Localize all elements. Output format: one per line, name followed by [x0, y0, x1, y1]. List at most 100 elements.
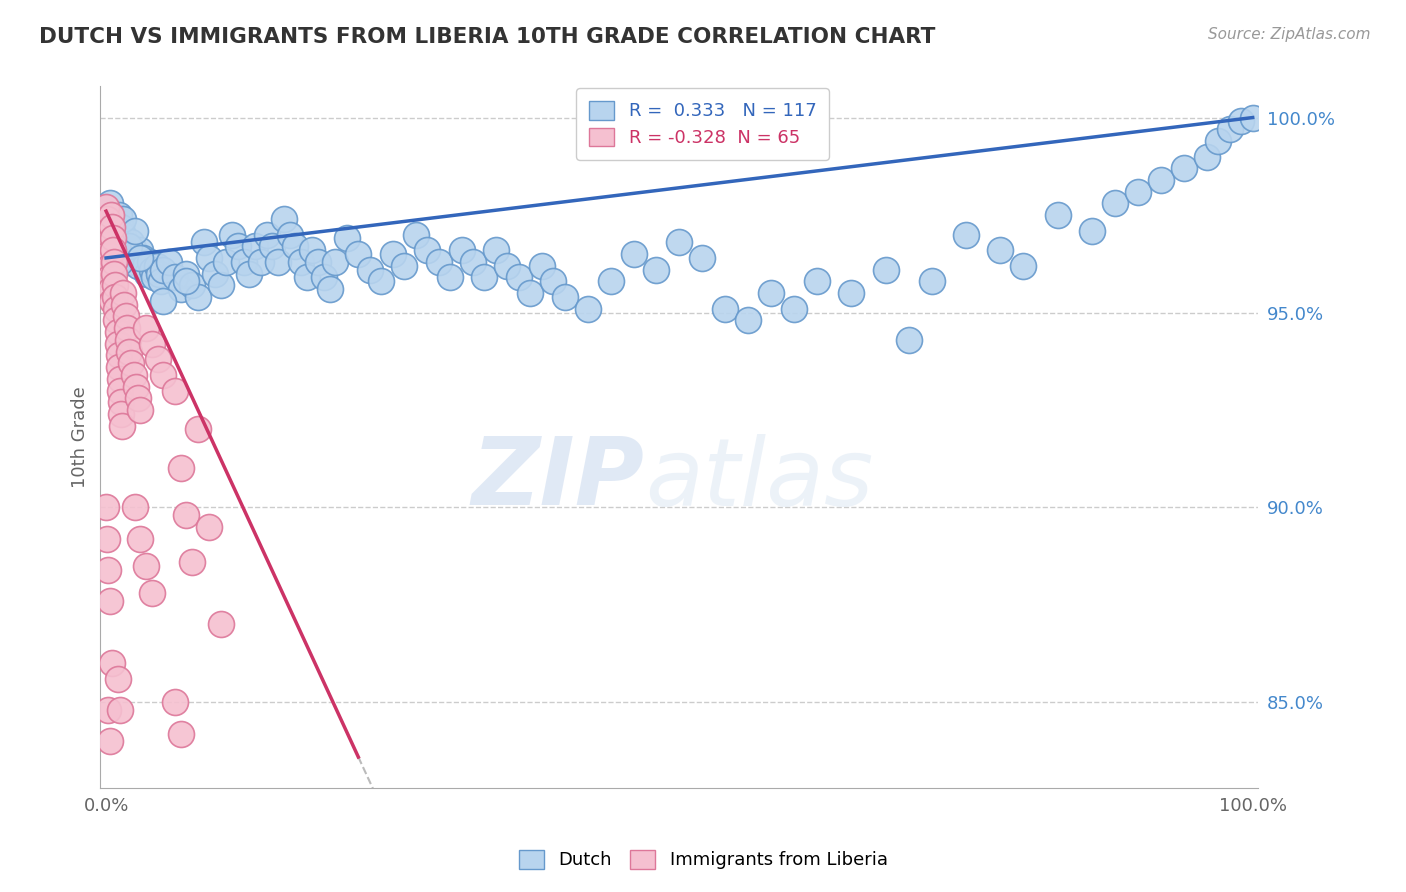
- Point: [112, 227, 135, 242]
- Point: [129, 532, 152, 546]
- Point: [232, 255, 254, 269]
- Point: [176, 274, 198, 288]
- Point: [714, 301, 737, 316]
- Point: [100, 208, 122, 222]
- Point: [101, 208, 124, 222]
- Point: [381, 247, 404, 261]
- Point: [262, 239, 284, 253]
- Point: [101, 243, 124, 257]
- Point: [359, 262, 381, 277]
- Point: [530, 259, 553, 273]
- Point: [152, 293, 174, 308]
- Point: [111, 418, 134, 433]
- Point: [111, 243, 134, 257]
- Point: [181, 278, 204, 293]
- Point: [284, 239, 307, 253]
- Point: [97, 235, 120, 250]
- Text: atlas: atlas: [644, 434, 873, 524]
- Point: [439, 270, 461, 285]
- Point: [104, 290, 127, 304]
- Point: [122, 243, 145, 257]
- Point: [1081, 224, 1104, 238]
- Point: [96, 532, 118, 546]
- Point: [163, 695, 186, 709]
- Point: [221, 227, 243, 242]
- Point: [105, 301, 128, 316]
- Point: [325, 255, 347, 269]
- Point: [104, 219, 127, 234]
- Point: [124, 500, 146, 515]
- Point: [108, 372, 131, 386]
- Point: [120, 356, 142, 370]
- Point: [152, 262, 174, 277]
- Point: [134, 259, 156, 273]
- Point: [238, 267, 260, 281]
- Point: [897, 333, 920, 347]
- Point: [143, 270, 166, 285]
- Point: [256, 227, 278, 242]
- Point: [98, 196, 121, 211]
- Point: [107, 672, 129, 686]
- Point: [990, 243, 1012, 257]
- Point: [278, 227, 301, 242]
- Point: [163, 384, 186, 398]
- Point: [103, 255, 125, 269]
- Point: [485, 243, 508, 257]
- Point: [107, 243, 129, 257]
- Point: [370, 274, 392, 288]
- Point: [107, 208, 129, 222]
- Point: [169, 461, 191, 475]
- Point: [1173, 161, 1195, 176]
- Point: [100, 282, 122, 296]
- Point: [312, 270, 335, 285]
- Point: [96, 211, 118, 226]
- Point: [427, 255, 450, 269]
- Point: [110, 407, 132, 421]
- Point: [110, 395, 132, 409]
- Point: [107, 360, 129, 375]
- Point: [150, 274, 173, 288]
- Point: [107, 325, 129, 339]
- Point: [136, 267, 159, 281]
- Point: [125, 251, 148, 265]
- Point: [145, 259, 167, 273]
- Point: [1150, 173, 1173, 187]
- Point: [163, 270, 186, 285]
- Point: [98, 270, 121, 285]
- Point: [118, 344, 141, 359]
- Point: [148, 267, 170, 281]
- Point: [187, 422, 209, 436]
- Point: [176, 508, 198, 523]
- Point: [141, 336, 163, 351]
- Point: [112, 298, 135, 312]
- Point: [193, 235, 215, 250]
- Point: [295, 270, 318, 285]
- Point: [1046, 208, 1069, 222]
- Point: [117, 247, 139, 261]
- Point: [115, 239, 138, 253]
- Point: [737, 313, 759, 327]
- Point: [875, 262, 897, 277]
- Point: [955, 227, 977, 242]
- Point: [101, 219, 124, 234]
- Point: [1195, 150, 1218, 164]
- Point: [623, 247, 645, 261]
- Point: [97, 247, 120, 261]
- Point: [1104, 196, 1126, 211]
- Point: [112, 211, 135, 226]
- Point: [474, 270, 496, 285]
- Legend: Dutch, Immigrants from Liberia: Dutch, Immigrants from Liberia: [509, 841, 897, 879]
- Point: [668, 235, 690, 250]
- Point: [645, 262, 668, 277]
- Text: DUTCH VS IMMIGRANTS FROM LIBERIA 10TH GRADE CORRELATION CHART: DUTCH VS IMMIGRANTS FROM LIBERIA 10TH GR…: [39, 27, 936, 46]
- Point: [97, 563, 120, 577]
- Point: [129, 251, 152, 265]
- Point: [318, 282, 340, 296]
- Point: [118, 255, 141, 269]
- Point: [243, 239, 266, 253]
- Point: [554, 290, 576, 304]
- Point: [250, 255, 273, 269]
- Point: [209, 278, 232, 293]
- Point: [209, 617, 232, 632]
- Point: [157, 255, 180, 269]
